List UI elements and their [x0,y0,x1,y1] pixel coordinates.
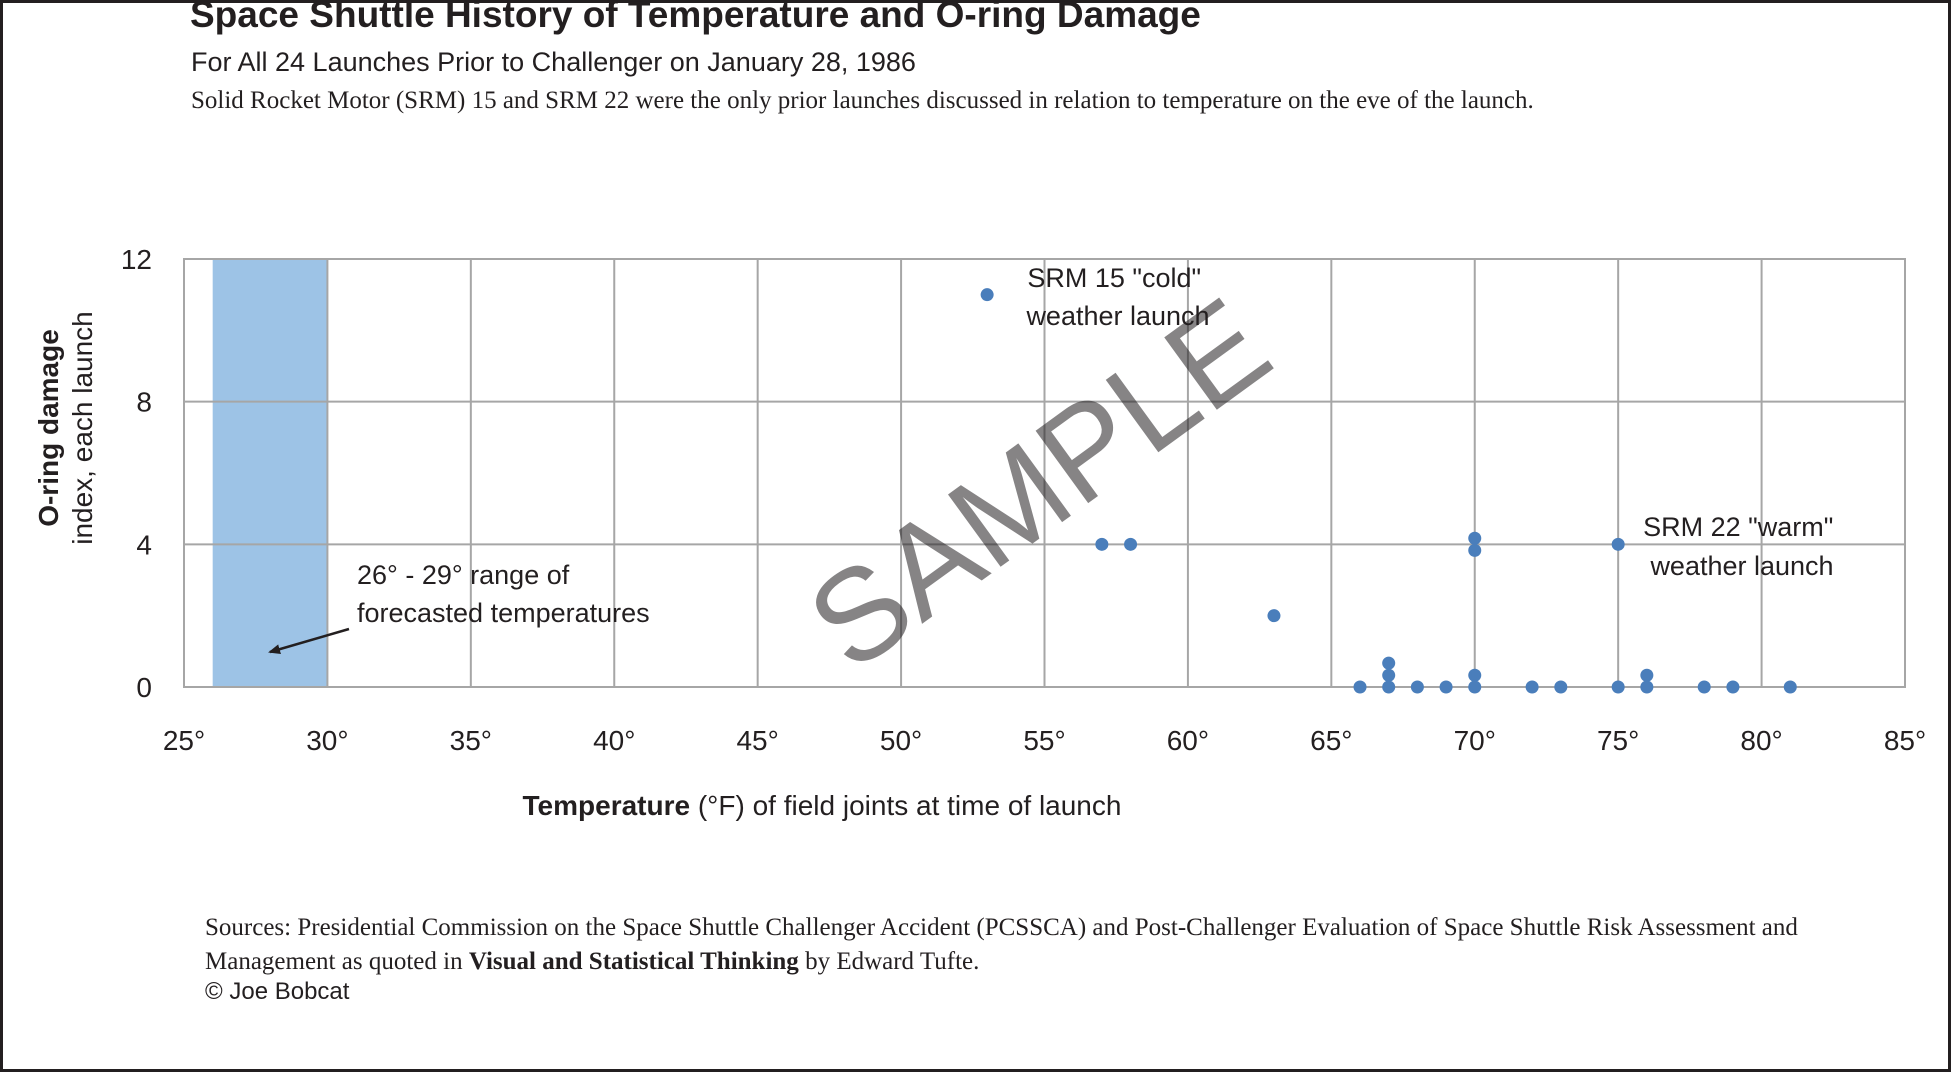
data-point [1382,668,1396,682]
data-point [1468,543,1482,557]
chart-subtitle: For All 24 Launches Prior to Challenger … [191,47,916,77]
forecast-arrow [268,627,350,655]
forecast-range-band [212,259,328,687]
data-point [1382,656,1396,670]
data-point [1611,537,1625,551]
x-tick-label: 30° [306,725,348,756]
x-tick-label: 35° [450,725,492,756]
annotation-srm22-line1: SRM 22 "warm" [1643,512,1833,542]
x-axis-label: Temperature (°F) of field joints at time… [523,790,1122,821]
plot-area-border [183,258,1906,688]
x-tick-label: 25° [163,725,205,756]
sources-note: Sources: Presidential Commission on the … [205,911,1905,979]
data-point [1783,680,1797,694]
x-tick-label: 70° [1454,725,1496,756]
annotation-forecast: 26° - 29° range of forecasted temperatur… [357,560,650,628]
data-point [1554,680,1568,694]
y-axis-label-bold: O-ring damage [33,329,64,527]
y-axis-label: O-ring damage index, each launch [33,311,98,545]
x-tick-label: 45° [736,725,778,756]
x-tick-label: 80° [1740,725,1782,756]
y-axis-ticks: 0 4 8 12 [121,244,152,703]
x-tick-label: 60° [1167,725,1209,756]
sources-text: Sources: Presidential Commission on the … [205,914,1798,975]
x-tick-label: 55° [1023,725,1065,756]
data-point [1267,609,1281,623]
annotation-srm22: SRM 22 "warm" weather launch [1643,512,1841,581]
chart-description: Solid Rocket Motor (SRM) 15 and SRM 22 w… [191,87,1534,114]
y-tick-label: 4 [136,529,152,560]
data-point [1382,680,1396,694]
data-point [1124,537,1138,551]
data-point [1468,668,1482,682]
annotation-srm15: SRM 15 "cold" weather launch [1025,263,1209,331]
x-tick-label: 50° [880,725,922,756]
data-point [1525,680,1539,694]
x-axis-ticks: 25° 30° 35° 40° 45° 50° 55° 60° 65° 70° 75° 80° 85° [163,725,1926,756]
data-point [1439,680,1453,694]
x-tick-label: 75° [1597,725,1639,756]
data-point [1410,680,1424,694]
data-point [1468,680,1482,694]
data-points [980,288,1797,694]
data-point [980,288,994,302]
data-point [1353,680,1367,694]
annotation-forecast-line2: forecasted temperatures [357,598,650,628]
sources-author: by Edward Tufte. [798,948,980,975]
watermark: SAMPLE [782,270,1295,698]
annotation-forecast-line1: 26° - 29° range of [357,560,570,590]
annotation-srm15-line2: weather launch [1025,301,1209,331]
annotation-srm15-line1: SRM 15 "cold" [1027,263,1201,293]
data-point [1611,680,1625,694]
data-point [1095,537,1109,551]
y-tick-label: 12 [121,244,152,275]
data-point [1640,668,1654,682]
x-axis-label-bold: Temperature [523,790,691,821]
sources-book-title: Visual and Statistical Thinking [468,948,799,975]
data-point [1726,680,1740,694]
chart-title: Space Shuttle History of Temperature and… [190,0,1201,35]
y-axis-label-rest: index, each launch [67,311,98,545]
data-point [1468,531,1482,545]
x-tick-label: 40° [593,725,635,756]
x-tick-label: 85° [1884,725,1926,756]
annotation-srm22-line2: weather launch [1649,551,1833,581]
data-point [1697,680,1711,694]
y-tick-label: 8 [136,387,152,418]
copyright: © Joe Bobcat [205,978,350,1005]
data-point [1640,680,1654,694]
y-tick-label: 0 [136,672,152,703]
x-axis-label-rest: (°F) of field joints at time of launch [690,790,1121,821]
x-tick-label: 65° [1310,725,1352,756]
